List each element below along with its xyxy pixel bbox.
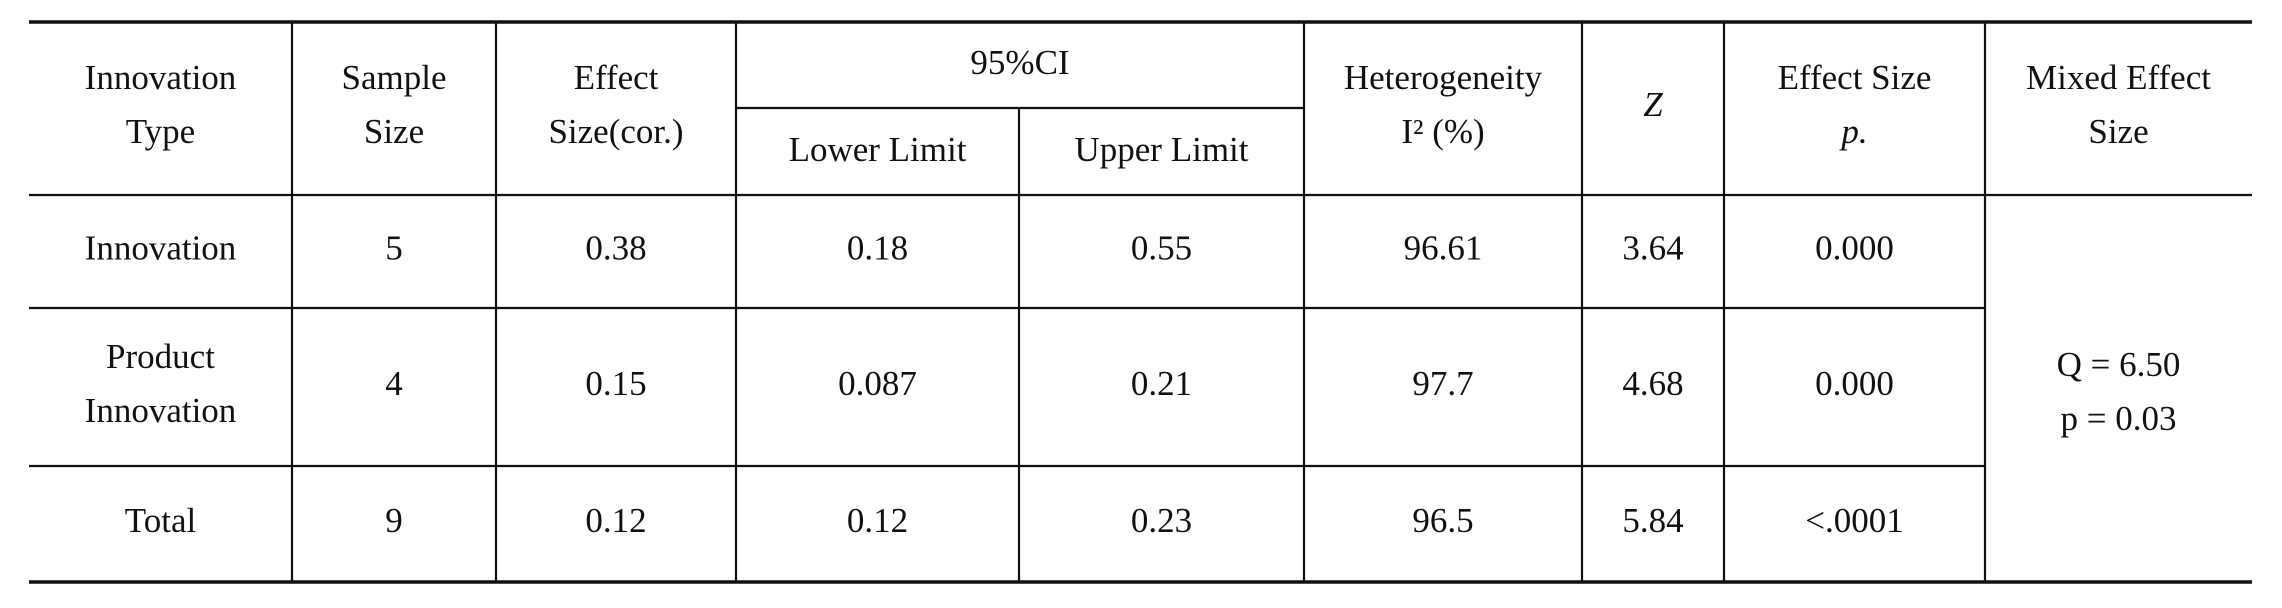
header-cell: Effect [574, 58, 659, 97]
table-cell: 0.55 [1131, 229, 1192, 268]
header-cell: Z [1643, 85, 1663, 124]
mixed-effect-cell: Q = 6.50 [2057, 345, 2181, 384]
table-cell: 4 [385, 364, 403, 403]
subheader-cell: Lower Limit [789, 130, 967, 169]
table-cell: 4.68 [1622, 364, 1683, 403]
table-cell: 0.15 [585, 364, 646, 403]
table-cell: 0.000 [1815, 229, 1894, 268]
header-cell: Size(cor.) [548, 112, 683, 151]
header-cell: Sample [342, 58, 447, 97]
table-cell: 0.21 [1131, 364, 1192, 403]
table-cell: 97.7 [1412, 364, 1473, 403]
subheader-cell: Upper Limit [1075, 130, 1249, 169]
header-cell: 95%CI [970, 43, 1069, 82]
table-cell: 0.18 [847, 229, 908, 268]
header-cell: I² (%) [1401, 112, 1484, 151]
row-label: Innovation [85, 391, 237, 430]
header-cell: Heterogeneity [1344, 58, 1543, 97]
table-cell: 0.12 [585, 501, 646, 540]
mixed-effect-cell: p = 0.03 [2061, 399, 2177, 438]
header-cell: Size [364, 112, 424, 151]
row-label: Innovation [85, 229, 237, 268]
table-cell: 96.5 [1412, 501, 1473, 540]
header-cell: Type [126, 112, 195, 151]
header-cell: p. [1838, 112, 1867, 151]
table-cell: <.0001 [1805, 501, 1904, 540]
table-cell: 0.087 [838, 364, 917, 403]
header-cell: Size [2088, 112, 2148, 151]
row-label: Total [125, 501, 197, 540]
column-rules [290, 22, 1987, 582]
table-cell: 5 [385, 229, 403, 268]
table-cell: 0.38 [585, 229, 646, 268]
table-cell: 0.000 [1815, 364, 1894, 403]
table-cell: 5.84 [1622, 501, 1683, 540]
table-cell: 3.64 [1622, 229, 1683, 268]
header-cell: Innovation [85, 58, 237, 97]
table-cell: 9 [385, 501, 403, 540]
table-cell: 0.12 [847, 501, 908, 540]
table-cell: 96.61 [1404, 229, 1483, 268]
table-cell: 0.23 [1131, 501, 1192, 540]
header-cell: Effect Size [1778, 58, 1932, 97]
header-cell: Mixed Effect [2026, 58, 2211, 97]
row-label: Product [106, 337, 215, 376]
